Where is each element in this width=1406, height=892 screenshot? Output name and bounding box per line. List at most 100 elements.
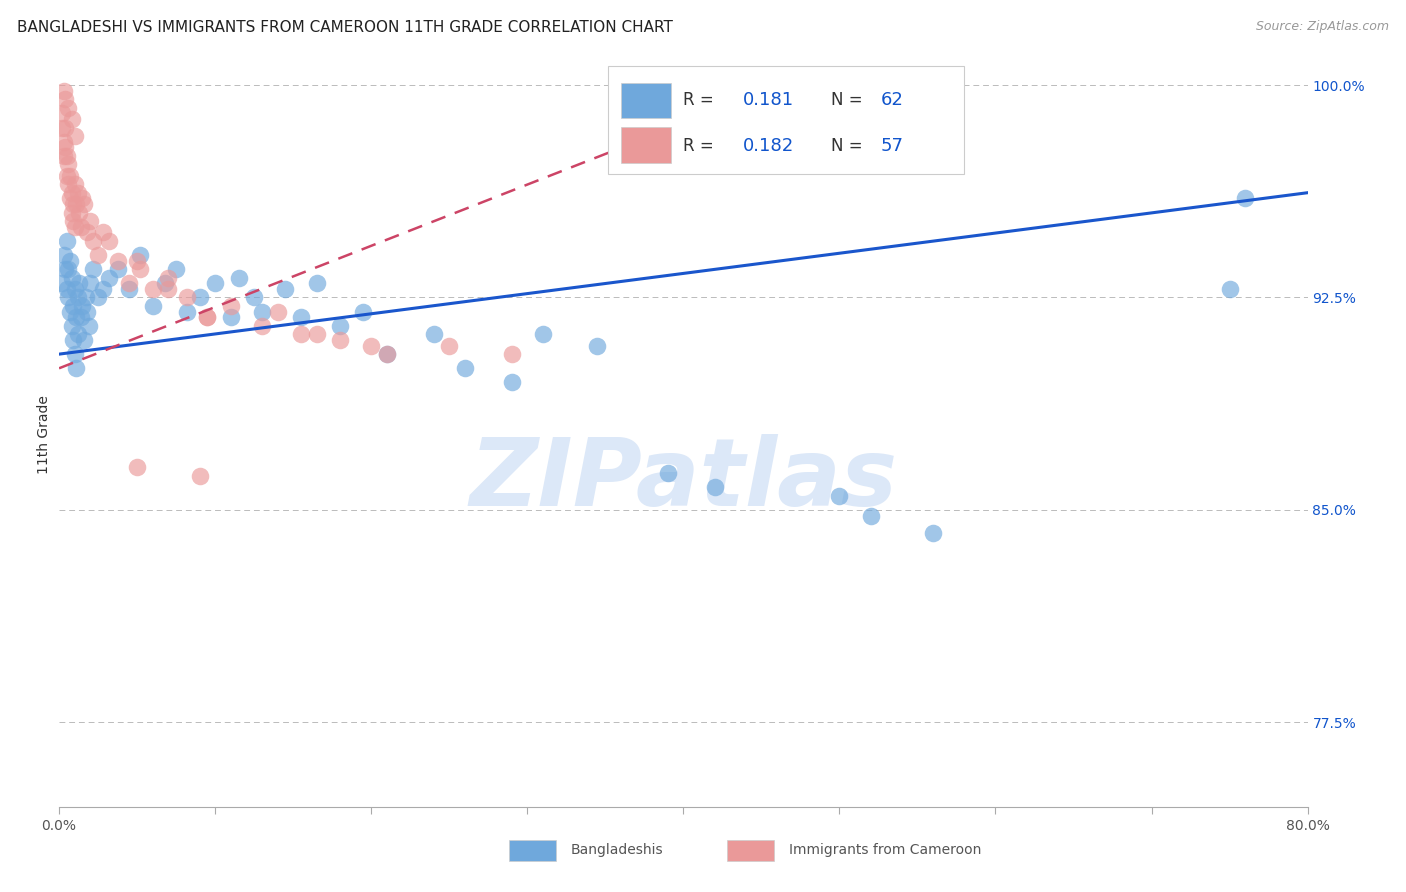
Point	[65, 361, 87, 376]
Point	[828, 489, 851, 503]
Point	[63, 347, 86, 361]
Point	[290, 310, 312, 325]
Point	[60, 205, 83, 219]
Point	[63, 219, 86, 234]
Point	[52, 149, 75, 163]
Point	[52, 84, 75, 98]
Point	[375, 347, 398, 361]
Point	[58, 291, 80, 305]
Point	[60, 112, 83, 126]
Point	[501, 347, 523, 361]
Point	[157, 270, 180, 285]
Point	[703, 480, 725, 494]
Text: N =: N =	[831, 136, 862, 155]
Point	[51, 277, 73, 291]
Point	[87, 291, 110, 305]
Point	[52, 135, 75, 149]
Point	[79, 277, 101, 291]
Point	[1219, 282, 1241, 296]
Point	[142, 282, 165, 296]
Point	[66, 186, 89, 200]
Point	[76, 304, 98, 318]
Point	[305, 277, 328, 291]
Point	[66, 291, 89, 305]
Point	[165, 262, 187, 277]
Point	[176, 291, 198, 305]
Point	[352, 304, 374, 318]
Point	[67, 205, 90, 219]
Point	[329, 333, 352, 347]
Point	[72, 299, 94, 313]
Point	[72, 191, 94, 205]
Point	[98, 270, 121, 285]
Text: BANGLADESHI VS IMMIGRANTS FROM CAMEROON 11TH GRADE CORRELATION CHART: BANGLADESHI VS IMMIGRANTS FROM CAMEROON …	[17, 20, 672, 35]
Point	[67, 277, 90, 291]
Point	[82, 234, 104, 248]
Point	[63, 282, 86, 296]
Point	[58, 157, 80, 171]
Point	[454, 361, 477, 376]
Point	[53, 140, 76, 154]
Point	[53, 92, 76, 106]
FancyBboxPatch shape	[609, 66, 965, 174]
Point	[51, 106, 73, 120]
Point	[76, 225, 98, 239]
Point	[228, 270, 250, 285]
Point	[82, 262, 104, 277]
FancyBboxPatch shape	[509, 840, 555, 861]
Point	[70, 219, 93, 234]
Point	[422, 327, 444, 342]
Point	[53, 120, 76, 135]
Point	[91, 282, 114, 296]
Point	[250, 304, 273, 318]
FancyBboxPatch shape	[621, 83, 671, 119]
Point	[375, 347, 398, 361]
Point	[58, 262, 80, 277]
Point	[439, 338, 461, 352]
Point	[290, 327, 312, 342]
Point	[859, 508, 882, 523]
Point	[59, 253, 82, 268]
Text: R =: R =	[683, 136, 714, 155]
Text: N =: N =	[831, 91, 862, 110]
Point	[107, 253, 129, 268]
Text: 57: 57	[880, 136, 904, 155]
Point	[60, 270, 83, 285]
Point	[118, 282, 141, 296]
Point	[75, 291, 97, 305]
Point	[195, 310, 218, 325]
Point	[58, 178, 80, 192]
Point	[195, 310, 218, 325]
Point	[274, 282, 297, 296]
Point	[922, 525, 945, 540]
Point	[127, 460, 149, 475]
Point	[243, 291, 266, 305]
Point	[219, 299, 242, 313]
Point	[153, 277, 176, 291]
Text: Source: ZipAtlas.com: Source: ZipAtlas.com	[1256, 20, 1389, 33]
Point	[70, 310, 93, 325]
Point	[360, 338, 382, 352]
Point	[62, 333, 84, 347]
FancyBboxPatch shape	[621, 128, 671, 163]
Text: Bangladeshis: Bangladeshis	[571, 844, 664, 857]
Point	[65, 310, 87, 325]
Point	[266, 304, 288, 318]
Point	[60, 318, 83, 333]
Text: 0.182: 0.182	[744, 136, 794, 155]
Text: ZIPatlas: ZIPatlas	[470, 434, 897, 525]
Point	[62, 214, 84, 228]
Point	[98, 234, 121, 248]
Point	[56, 234, 79, 248]
Point	[329, 318, 352, 333]
Text: Immigrants from Cameroon: Immigrants from Cameroon	[789, 844, 981, 857]
Text: R =: R =	[683, 91, 714, 110]
Text: 0.181: 0.181	[744, 91, 794, 110]
Point	[63, 129, 86, 144]
Y-axis label: 11th Grade: 11th Grade	[37, 395, 51, 475]
Point	[53, 262, 76, 277]
Point	[118, 277, 141, 291]
Point	[56, 282, 79, 296]
Point	[58, 101, 80, 115]
Point	[51, 120, 73, 135]
